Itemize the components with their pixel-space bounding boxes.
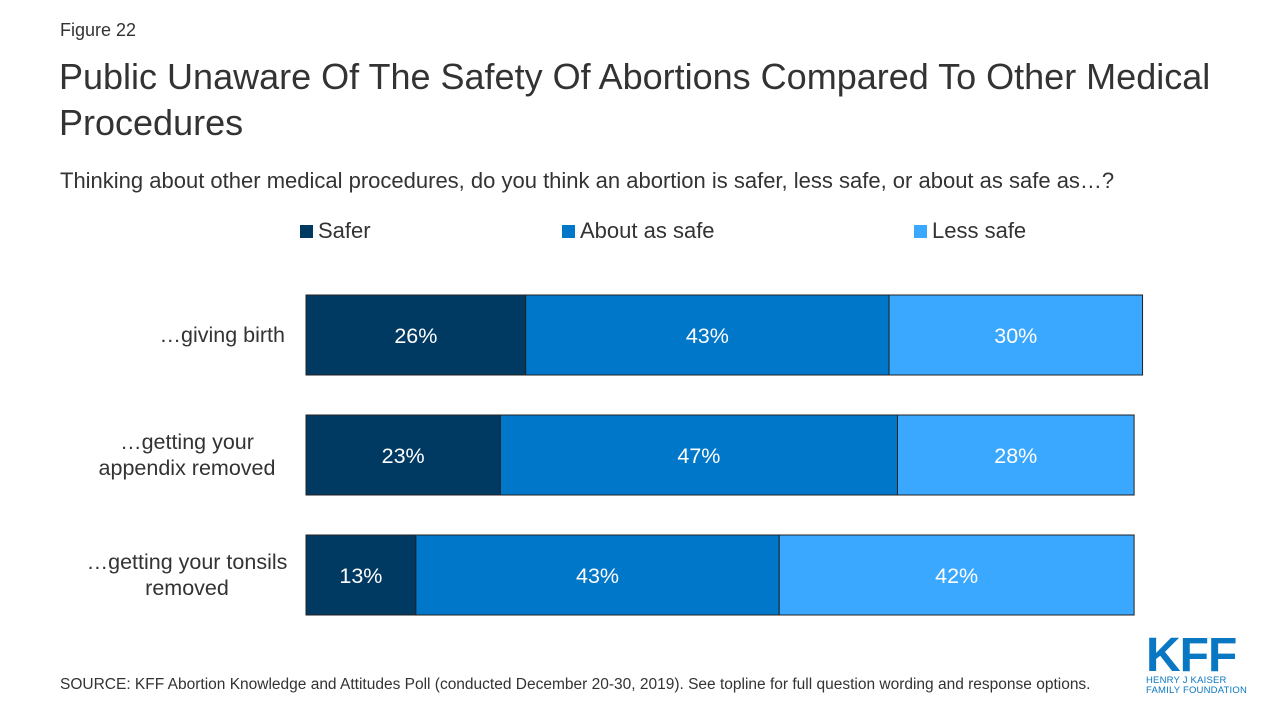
legend-swatch-safer: [300, 225, 313, 238]
data-label-safer-3: 13%: [339, 564, 382, 588]
category-label-line: …giving birth: [160, 323, 285, 347]
bar-segment-safer-3: [305, 534, 417, 616]
data-label-less-safe-1: 30%: [994, 324, 1037, 348]
data-label-about-as-safe-2: 47%: [677, 444, 720, 468]
legend-label-about-as-safe: About as safe: [580, 218, 715, 243]
legend-label-safer: Safer: [318, 218, 371, 243]
category-label-line: …getting your: [120, 430, 254, 454]
chart-title: Public Unaware Of The Safety Of Abortion…: [59, 56, 1211, 143]
legend-item-safer: Safer: [300, 216, 371, 246]
legend-item-about-as-safe: About as safe: [562, 216, 715, 246]
bar-segment-less-safe-1: [888, 294, 1144, 376]
bar-segment-about-as-safe-1: [525, 294, 890, 376]
category-label-line: appendix removed: [99, 456, 276, 480]
bar-segment-less-safe-2: [897, 414, 1135, 496]
category-label-line: …getting your tonsils: [87, 550, 288, 574]
legend-label-less-safe: Less safe: [932, 218, 1027, 243]
source-note: SOURCE: KFF Abortion Knowledge and Attit…: [60, 676, 1091, 693]
bar-segment-less-safe-3: [778, 534, 1135, 616]
data-label-safer-2: 23%: [382, 444, 425, 468]
data-label-less-safe-3: 42%: [935, 564, 978, 588]
data-label-safer-1: 26%: [394, 324, 437, 348]
bar-segment-safer-1: [305, 294, 527, 376]
chart-subtitle: Thinking about other medical procedures,…: [60, 168, 1115, 193]
kff-logo: KFF HENRY J KAISER FAMILY FOUNDATION: [1146, 629, 1248, 700]
kff-sub-line-2: FAMILY FOUNDATION: [1146, 685, 1248, 696]
category-label-1: …giving birth: [160, 323, 285, 347]
legend-item-less-safe: Less safe: [914, 216, 1026, 246]
legend-swatch-about-as-safe: [562, 225, 575, 238]
bar-segment-about-as-safe-3: [415, 534, 780, 616]
figure-label: Figure 22: [60, 20, 137, 40]
bar-segment-safer-2: [305, 414, 501, 496]
kff-sub-line-1: HENRY J KAISER: [1146, 675, 1227, 686]
bar-segment-about-as-safe-2: [499, 414, 898, 496]
kff-wordmark: KFF: [1146, 629, 1237, 682]
data-label-less-safe-2: 28%: [994, 444, 1037, 468]
data-label-about-as-safe-3: 43%: [576, 564, 619, 588]
category-label-line: removed: [145, 576, 229, 600]
legend-swatch-less-safe: [914, 225, 927, 238]
data-label-about-as-safe-1: 43%: [686, 324, 729, 348]
